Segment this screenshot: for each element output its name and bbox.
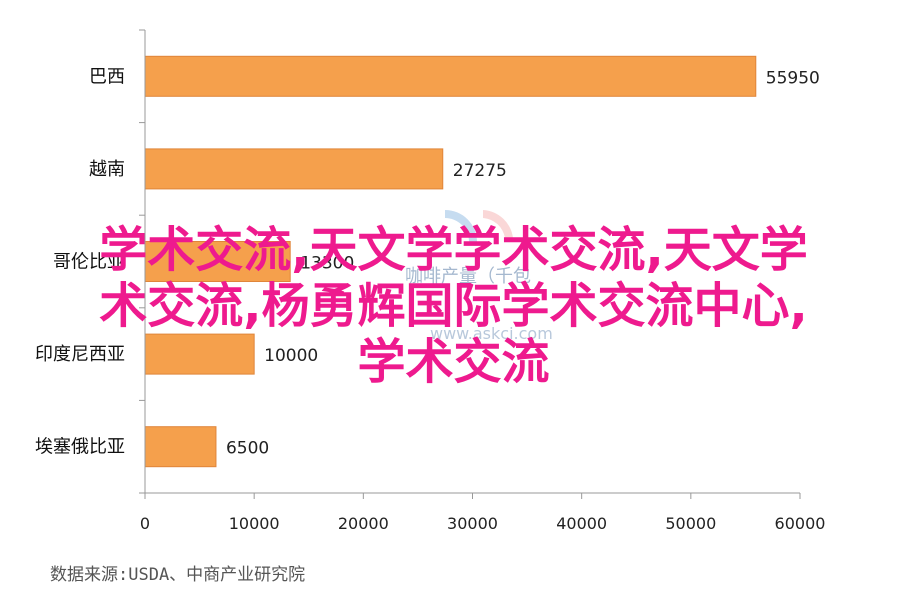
bar xyxy=(144,333,255,375)
x-tick-label: 30000 xyxy=(447,514,498,533)
watermark-logo-arc-blue xyxy=(445,210,477,242)
category-label: 越南 xyxy=(89,159,125,180)
category-label: 埃塞俄比亚 xyxy=(35,437,125,458)
x-tick-label: 10000 xyxy=(229,514,280,533)
category-label: 哥伦比亚 xyxy=(53,252,125,273)
bar xyxy=(144,55,757,97)
category-label: 巴西 xyxy=(89,66,125,87)
data-label: 10000 xyxy=(264,346,318,366)
overlay-line-3: 学术交流 xyxy=(357,334,550,390)
source-note: 数据来源:USDA、中商产业研究院 xyxy=(50,565,306,585)
x-tick-label: 50000 xyxy=(665,514,716,533)
x-tick-label: 20000 xyxy=(338,514,389,533)
data-label: 55950 xyxy=(766,68,820,88)
x-tick-label: 40000 xyxy=(556,514,607,533)
data-label: 6500 xyxy=(226,439,269,459)
overlay-line-1: 学术交流,天文学学术交流,天文学 xyxy=(99,222,808,278)
watermark-text: 咖啡产量（千包 xyxy=(405,266,531,287)
data-label: 27275 xyxy=(453,161,507,181)
data-label: 13300 xyxy=(300,254,354,274)
overlay-text: 学术交流,天文学学术交流,天文学 术交流,杨勇辉国际学术交流中心, 学术交流 xyxy=(0,222,907,390)
watermark-logo-arc-pink xyxy=(483,210,513,238)
overlay-line-2: 术交流,杨勇辉国际学术交流中心, xyxy=(99,278,808,334)
watermark-url: www.askci.com xyxy=(430,324,553,343)
bar xyxy=(144,148,444,190)
x-tick-label: 60000 xyxy=(775,514,826,533)
category-label: 印度尼西亚 xyxy=(35,344,125,365)
bar xyxy=(144,426,217,468)
x-tick-label: 0 xyxy=(140,514,150,533)
bar xyxy=(144,241,291,282)
